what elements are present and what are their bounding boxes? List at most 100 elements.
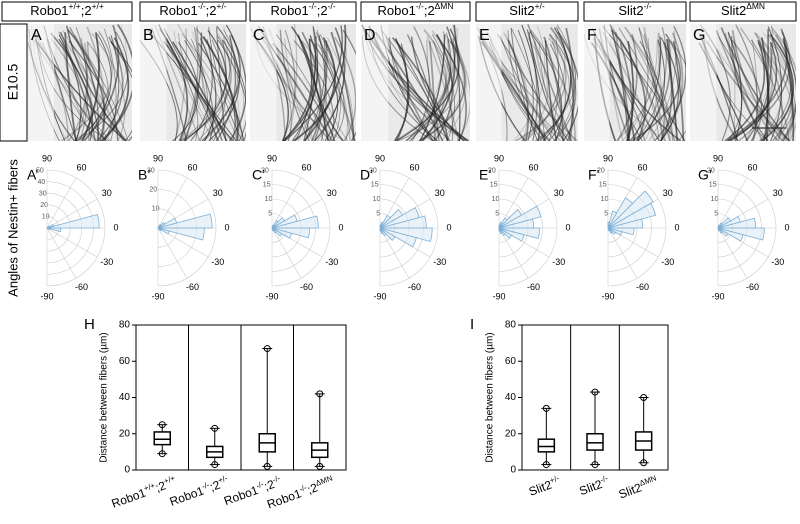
fiber (200, 37, 217, 141)
theta-tick-label: 90 (153, 153, 163, 163)
theta-tick-label: 60 (409, 163, 419, 173)
label: Slit2ΔMN (616, 473, 660, 502)
fiber (715, 30, 763, 141)
fiber (421, 38, 451, 141)
theta-tick-label: -90 (373, 291, 386, 301)
r-tick-label: 20 (40, 202, 48, 209)
fiber (729, 31, 791, 141)
fiber (304, 40, 326, 141)
fiber (190, 38, 209, 141)
fiber (538, 27, 573, 141)
theta-tick-label: 60 (637, 163, 647, 173)
theta-tick-label: 30 (435, 188, 445, 198)
fiber (782, 42, 796, 141)
fiber (670, 40, 686, 141)
micrograph (28, 24, 132, 141)
fiber (409, 32, 452, 141)
fiber (660, 42, 673, 141)
superscript: -/- (298, 482, 308, 493)
theta-tick-label: -30 (661, 257, 674, 267)
fiber (515, 34, 567, 141)
fiber (314, 40, 328, 141)
theta-tick-label: -60 (300, 282, 313, 292)
fiber (284, 25, 343, 141)
rose-wedge (607, 210, 618, 229)
theta-tick-label: -60 (186, 282, 199, 292)
fiber (638, 27, 676, 141)
grid-spoke (157, 227, 188, 279)
fiber (431, 33, 455, 141)
fiber (724, 39, 766, 141)
fiber (752, 39, 758, 141)
box-body (153, 431, 171, 446)
r-tick-label: 30 (39, 190, 47, 197)
min-point (542, 461, 550, 469)
theta-tick-label: -60 (746, 282, 759, 292)
grid-spoke (498, 227, 529, 279)
fiber (201, 24, 241, 141)
fiber (543, 36, 564, 141)
theta-tick-label: 60 (301, 163, 311, 173)
y-tick-label: 0 (510, 465, 516, 476)
fiber (222, 39, 246, 141)
rose-wedge (271, 224, 274, 229)
fiber (529, 29, 576, 141)
panel-label: I (470, 316, 474, 333)
rose-wedge (498, 208, 523, 229)
fiber (83, 24, 120, 141)
fiber (173, 30, 220, 141)
image-white (140, 24, 167, 141)
label: Robo1+/+;2+/+ (109, 473, 179, 511)
image-white (28, 24, 54, 141)
theta-tick-label: -30 (325, 257, 338, 267)
fiber (657, 32, 671, 141)
fiber (727, 31, 743, 141)
micrograph (140, 24, 246, 141)
fiber (110, 41, 132, 141)
theta-tick-label: -60 (75, 282, 88, 292)
fiber (548, 34, 559, 141)
fiber (528, 31, 565, 141)
fiber (190, 39, 213, 141)
panel-label: G’ (698, 167, 712, 183)
fiber (308, 39, 344, 141)
panel-letter: G (693, 27, 705, 44)
label: Robo1-/-;2+/- (167, 473, 231, 509)
grid-spoke (46, 177, 77, 229)
fiber (510, 28, 539, 141)
r-tick-label: 10 (492, 196, 500, 203)
fiber (81, 25, 127, 141)
y-axis-label: Distance between fibers (µm) (485, 332, 496, 462)
theta-tick-label: 30 (327, 188, 337, 198)
fiber (513, 25, 546, 141)
fiber (309, 38, 339, 141)
r-tick-label: 15 (599, 182, 607, 189)
fiber (295, 25, 316, 141)
fiber (172, 41, 228, 141)
rose-wedge (379, 224, 382, 229)
label-text: ;2 (154, 478, 168, 495)
theta-tick-label: 0 (565, 222, 570, 232)
fiber (183, 32, 203, 141)
fiber (521, 41, 566, 141)
superscript: +/- (217, 1, 227, 11)
rose-wedge (498, 227, 541, 239)
r-tick-label: 5 (376, 210, 380, 217)
fiber (315, 32, 356, 141)
theta-tick-label: 0 (224, 222, 229, 232)
fiber (406, 31, 445, 141)
theta-tick-label: 0 (113, 222, 118, 232)
max-point (158, 421, 166, 429)
theta-tick-label: -90 (265, 291, 278, 301)
superscript: +/+ (142, 480, 156, 492)
image-white (476, 24, 502, 141)
r-tick-label: 10 (265, 196, 273, 203)
fiber (432, 38, 449, 141)
rose-wedge (46, 226, 49, 229)
header-box (1, 1, 133, 22)
grid-spoke (157, 177, 188, 229)
theta-tick-label: -60 (636, 282, 649, 292)
label-text: ;2 (206, 3, 217, 18)
fiber (770, 26, 796, 141)
superscript: -/- (271, 473, 281, 484)
